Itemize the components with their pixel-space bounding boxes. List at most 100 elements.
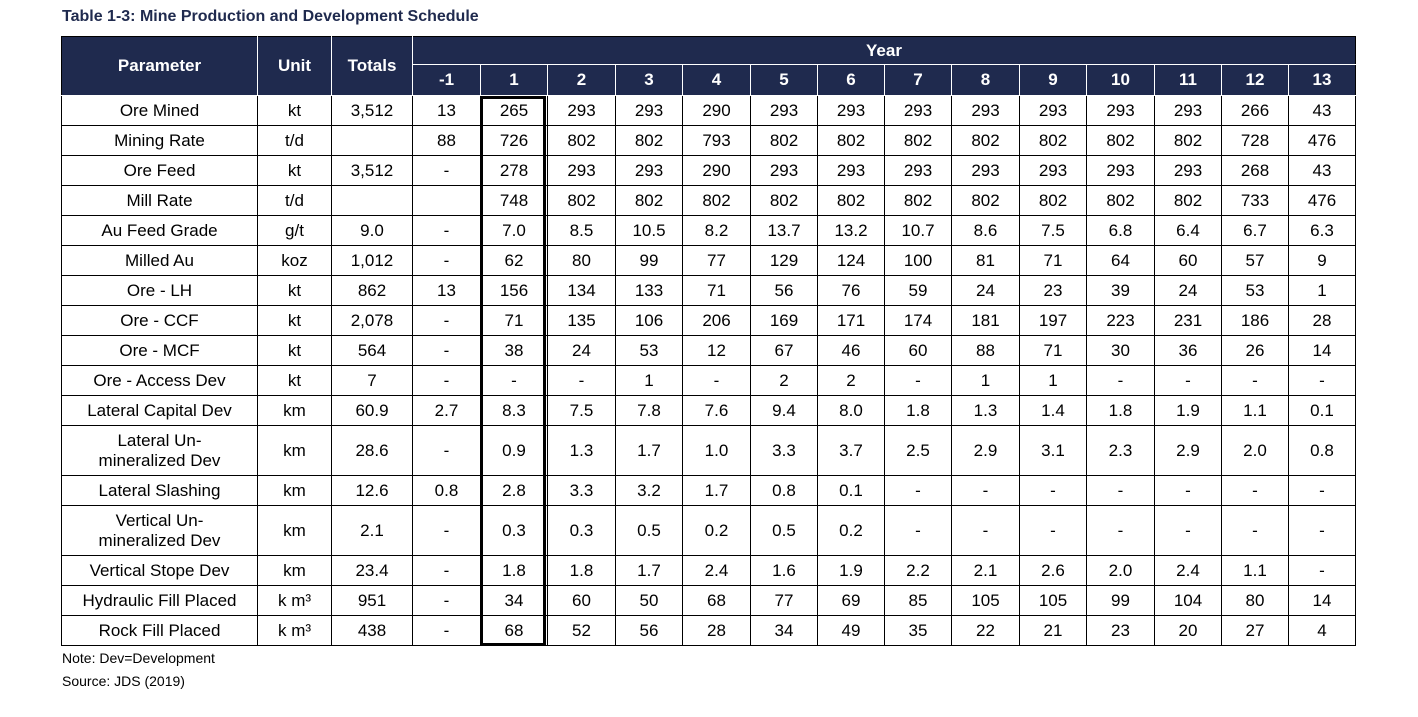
value-cell: 293 — [951, 155, 1020, 186]
value-cell: 2.3 — [1086, 425, 1155, 476]
value-cell: 156 — [480, 275, 548, 306]
value-cell: 186 — [1221, 305, 1289, 336]
value-cell: - — [412, 155, 481, 186]
table-row: Ore - CCF kt 2,078-71 135 106 206 169 171 174 181… — [61, 305, 1356, 336]
value-cell: 0.2 — [682, 505, 751, 556]
value-cell: - — [1221, 365, 1289, 396]
totals-cell: 862 — [331, 275, 413, 306]
value-cell: 71 — [1019, 245, 1087, 276]
value-cell: 293 — [951, 95, 1020, 126]
value-cell: - — [1221, 505, 1289, 556]
value-cell: - — [1288, 555, 1356, 586]
value-cell: - — [412, 305, 481, 336]
value-cell: 20 — [1154, 615, 1222, 646]
value-cell: 802 — [1019, 185, 1087, 216]
header-totals: Totals — [331, 36, 413, 96]
unit-cell: km — [257, 425, 332, 476]
value-cell: 26 — [1221, 335, 1289, 366]
parameter-cell: Lateral Slashing — [61, 475, 258, 506]
value-cell: - — [412, 365, 481, 396]
table-row: Au Feed Grade g/t 9.0-7.0 8.5 10.5 8.2 13.7 13.… — [61, 215, 1356, 246]
value-cell: 64 — [1086, 245, 1155, 276]
value-cell: 12 — [682, 335, 751, 366]
value-cell: - — [1019, 475, 1087, 506]
value-cell: 802 — [951, 185, 1020, 216]
unit-cell: kt — [257, 95, 332, 126]
value-cell: 0.8 — [1288, 425, 1356, 476]
value-cell: 85 — [884, 585, 952, 616]
totals-cell: 7 — [331, 365, 413, 396]
value-cell: 80 — [547, 245, 616, 276]
value-cell: - — [951, 505, 1020, 556]
parameter-cell: Ore - CCF — [61, 305, 258, 336]
value-cell: - — [1154, 365, 1222, 396]
value-cell: - — [884, 505, 952, 556]
value-cell: 99 — [615, 245, 683, 276]
value-cell: - — [412, 585, 481, 616]
value-cell: 8.5 — [547, 215, 616, 246]
value-cell: 802 — [750, 185, 818, 216]
table-row: Lateral Slashing km 12.6 0.8 2.8 3.3 3.2 1.7 0.8… — [61, 475, 1356, 506]
table-title: Table 1-3: Mine Production and Developme… — [62, 8, 479, 25]
header-year-cell: 5 — [750, 64, 818, 96]
value-cell: 1.9 — [1154, 395, 1222, 426]
value-cell: 100 — [884, 245, 952, 276]
value-cell: 53 — [1221, 275, 1289, 306]
value-cell: 69 — [817, 585, 885, 616]
note-text: Note: Dev=Development — [62, 650, 215, 666]
table-row: Hydraulic Fill Placed k m³ 951-34 60 50 68 77 6… — [61, 585, 1356, 616]
value-cell: 1 — [615, 365, 683, 396]
value-cell: 733 — [1221, 185, 1289, 216]
value-cell: 22 — [951, 615, 1020, 646]
value-cell: 293 — [615, 95, 683, 126]
totals-cell: 23.4 — [331, 555, 413, 586]
value-cell: 35 — [884, 615, 952, 646]
unit-cell: koz — [257, 245, 332, 276]
table-row: Mining Rate t/d 88 726 802 802 793 802 802 802 802… — [61, 125, 1356, 156]
value-cell: 38 — [480, 335, 548, 366]
value-cell: 34 — [750, 615, 818, 646]
value-cell: 3.3 — [750, 425, 818, 476]
value-cell: 67 — [750, 335, 818, 366]
unit-cell: kt — [257, 365, 332, 396]
value-cell: 802 — [884, 125, 952, 156]
value-cell: 293 — [1086, 155, 1155, 186]
parameter-cell: Rock Fill Placed — [61, 615, 258, 646]
value-cell: 0.8 — [750, 475, 818, 506]
totals-cell: 60.9 — [331, 395, 413, 426]
value-cell: 134 — [547, 275, 616, 306]
totals-cell — [331, 125, 413, 156]
value-cell: 88 — [951, 335, 1020, 366]
value-cell: 293 — [750, 95, 818, 126]
value-cell: 60 — [547, 585, 616, 616]
value-cell: 49 — [817, 615, 885, 646]
value-cell: 21 — [1019, 615, 1087, 646]
value-cell: 2.2 — [884, 555, 952, 586]
value-cell: 46 — [817, 335, 885, 366]
value-cell: 2.0 — [1086, 555, 1155, 586]
value-cell: 14 — [1288, 335, 1356, 366]
value-cell: 105 — [1019, 585, 1087, 616]
value-cell: 14 — [1288, 585, 1356, 616]
value-cell: 24 — [951, 275, 1020, 306]
table-row: Vertical Un-mineralized Dev km 2.1-0.3 0.3 0… — [61, 505, 1356, 556]
parameter-cell: Ore - MCF — [61, 335, 258, 366]
value-cell: 802 — [615, 185, 683, 216]
value-cell: 77 — [750, 585, 818, 616]
value-cell: 2.9 — [1154, 425, 1222, 476]
value-cell: 59 — [884, 275, 952, 306]
value-cell: 266 — [1221, 95, 1289, 126]
value-cell: 174 — [884, 305, 952, 336]
parameter-cell: Lateral Un-mineralized Dev — [61, 425, 258, 476]
value-cell: 6.3 — [1288, 215, 1356, 246]
value-cell: - — [1019, 505, 1087, 556]
header-unit: Unit — [257, 36, 332, 96]
parameter-cell: Vertical Un-mineralized Dev — [61, 505, 258, 556]
value-cell: 2.0 — [1221, 425, 1289, 476]
value-cell: 71 — [480, 305, 548, 336]
table-row: Lateral Capital Dev km 60.9 2.7 8.3 7.5 7.8 7.6… — [61, 395, 1356, 426]
value-cell: 53 — [615, 335, 683, 366]
value-cell: 2 — [750, 365, 818, 396]
value-cell — [412, 185, 481, 216]
table-row: Ore - LH kt 862 13 156 134 133 71 56 76 59 24 23 39 24… — [61, 275, 1356, 306]
